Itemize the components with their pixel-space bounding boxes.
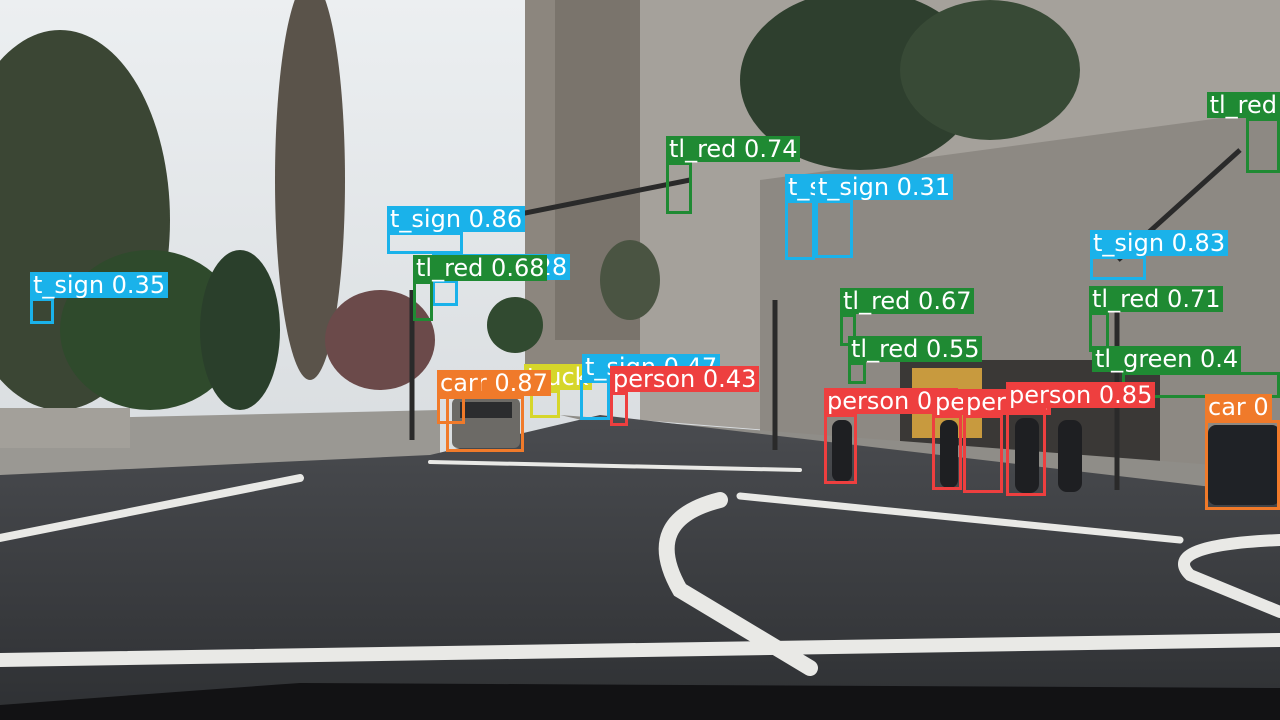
- pedestrians: [832, 418, 1082, 493]
- car-ahead: [452, 398, 520, 448]
- car-right: [1208, 425, 1280, 505]
- detection-box-tl-red: [848, 362, 866, 384]
- detection-box-t-sign: [30, 298, 54, 324]
- detection-box-car: [437, 396, 465, 424]
- car-hood: [0, 683, 1280, 720]
- detection-label: t_sign 0.31: [815, 174, 954, 200]
- detection-box-tl-red: [666, 162, 692, 214]
- detection-label: tl_red 0.67: [840, 288, 975, 314]
- trees-left: [0, 0, 543, 410]
- detection-box-t-sign: [387, 232, 463, 254]
- detection-box-t-sign: [1090, 256, 1146, 280]
- detection-label: tl_red 0.71: [1089, 286, 1224, 312]
- detection-label: tl_red 0.55: [848, 336, 983, 362]
- planter-wall: [0, 408, 130, 448]
- detection-label: person 0.43: [610, 366, 760, 392]
- detection-box-person: [963, 415, 1003, 493]
- detection-label: car: [437, 370, 481, 396]
- detection-box-car: [446, 396, 524, 452]
- detection-label: t_sign 0.35: [30, 272, 169, 298]
- detection-box-person: [610, 392, 628, 426]
- detection-label: tl_red 0.74: [666, 136, 801, 162]
- detection-label: tl_red 0.68: [413, 255, 548, 281]
- detection-box-tl-red: [413, 281, 433, 321]
- detection-label: person 0.85: [1006, 382, 1156, 408]
- trees-right: [600, 0, 1080, 320]
- detection-label: tl_green 0.4: [1092, 346, 1242, 372]
- road-markings: [0, 460, 1280, 676]
- detection-box-tl-red: [1246, 118, 1280, 173]
- detection-box-t-sign: [432, 280, 458, 306]
- detection-label: t_sign 0.86: [387, 206, 526, 232]
- detection-label: t_sign 0.83: [1090, 230, 1229, 256]
- detection-box-t-sign: [580, 380, 610, 420]
- detection-box-person: [1006, 408, 1046, 496]
- detection-box-person: [932, 415, 962, 490]
- detection-label: tl_red: [1206, 92, 1280, 118]
- detection-box-t-sign: [785, 200, 815, 260]
- detection-box-car: [1205, 420, 1280, 510]
- detection-box-person: [824, 414, 857, 484]
- detection-label: car 0: [1205, 394, 1272, 420]
- detection-box-t-sign: [815, 200, 853, 258]
